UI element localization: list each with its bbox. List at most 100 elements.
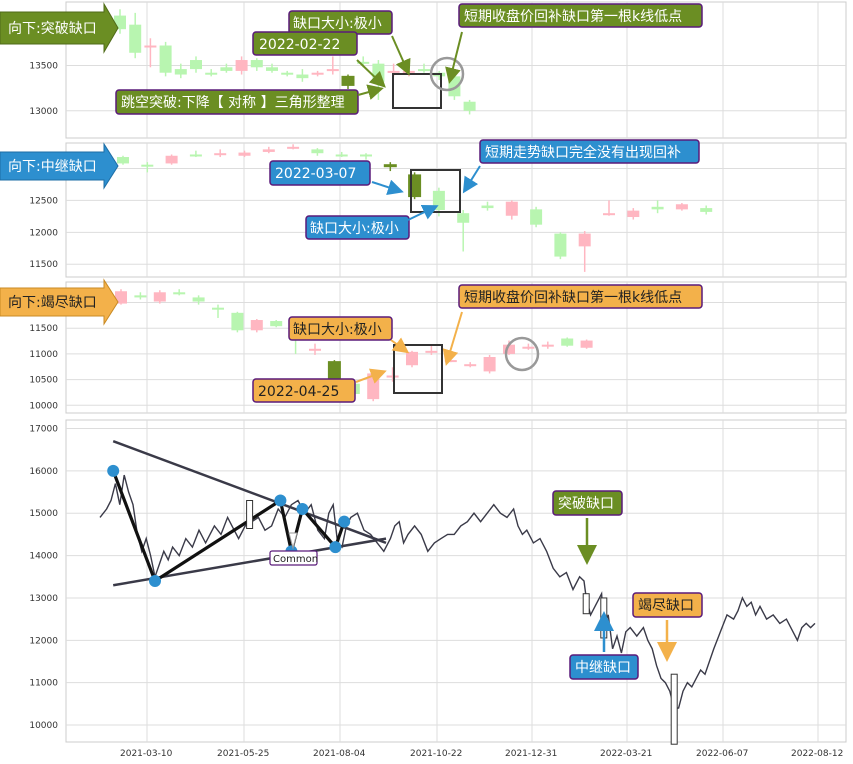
candle-body-2-24 bbox=[580, 340, 593, 348]
breakaway-pattern-box: 跳空突破:下降【 对称 】三角形整理 bbox=[115, 89, 359, 115]
candle-body-0-20 bbox=[418, 69, 430, 72]
breakaway-tag-label: 向下:突破缺口 bbox=[8, 21, 97, 37]
candle-body-1-11 bbox=[383, 164, 397, 168]
x-tick-label-1: 2021-05-25 bbox=[217, 749, 269, 759]
panel-breakaway: 13000 13500 bbox=[29, 1, 847, 139]
candle-body-1-5 bbox=[238, 152, 251, 156]
candle-body-1-2 bbox=[165, 155, 178, 164]
candle-body-1-19 bbox=[578, 233, 591, 247]
candle-body-2-19 bbox=[483, 357, 496, 372]
candle-body-0-15 bbox=[341, 75, 355, 86]
y-tick-label-ov-3: 13000 bbox=[29, 594, 58, 604]
candle-body-1-8 bbox=[311, 149, 324, 154]
overview-runaway-label: 中继缺口 bbox=[575, 660, 631, 676]
candle-body-1-10 bbox=[360, 154, 372, 157]
breakaway-gap-marker bbox=[582, 593, 590, 615]
y-tick-label-2-0: 10000 bbox=[29, 401, 58, 411]
candle-body-0-6 bbox=[205, 72, 218, 75]
candle-body-2-2 bbox=[153, 292, 166, 302]
candle-body-2-14 bbox=[386, 375, 399, 378]
overview-common-box: Common bbox=[269, 532, 318, 566]
candle-body-2-1 bbox=[134, 295, 147, 298]
candle-body-1-14 bbox=[457, 213, 470, 223]
candle-body-0-14 bbox=[326, 69, 339, 72]
candle-body-2-3 bbox=[173, 292, 186, 295]
exhaustion-gap-fill-box: 短期收盘价回补缺口第一根k线低点 bbox=[458, 284, 703, 309]
pivot-point-5 bbox=[329, 541, 342, 554]
candle-body-0-1 bbox=[129, 24, 142, 53]
gap-highlight-box-3 bbox=[393, 344, 443, 394]
runaway-date-box: 2022-03-07 bbox=[269, 160, 371, 186]
exhaustion-gap-size-label: 缺口大小:极小 bbox=[293, 322, 382, 338]
x-tick-label-2: 2021-08-04 bbox=[313, 749, 366, 759]
candle-body-1-18 bbox=[554, 233, 567, 257]
x-tick-label-3: 2021-10-22 bbox=[410, 749, 462, 759]
x-tick-label-5: 2022-03-21 bbox=[600, 749, 652, 759]
breakaway-gap-size-box: 缺口大小:极小 bbox=[288, 10, 393, 35]
y-tick-label-ov-2: 12000 bbox=[29, 636, 58, 646]
exhaustion-date-box: 2022-04-25 bbox=[252, 378, 356, 403]
y-tick-label-0-0: 13000 bbox=[29, 107, 58, 117]
candle-body-2-20 bbox=[503, 344, 515, 354]
y-tick-label-2-1: 10500 bbox=[29, 376, 58, 386]
price-line bbox=[99, 474, 816, 709]
x-tick-label-4: 2021-12-31 bbox=[505, 749, 557, 759]
candle-body-1-21 bbox=[627, 210, 640, 218]
candle-body-0-17 bbox=[372, 63, 385, 82]
candle-body-0-23 bbox=[463, 101, 476, 111]
candle-body-1-4 bbox=[214, 153, 227, 156]
breakaway-date-box: 2022-02-22 bbox=[252, 31, 358, 56]
candle-body-0-10 bbox=[266, 67, 278, 71]
overview-exhaustion-label: 竭尽缺口 bbox=[638, 598, 694, 614]
breakaway-date-label: 2022-02-22 bbox=[259, 37, 340, 53]
exhaustion-gap-fill-label: 短期收盘价回补缺口第一根k线低点 bbox=[464, 289, 682, 306]
pivot-point-1 bbox=[149, 575, 161, 587]
candle-body-1-7 bbox=[287, 146, 300, 149]
candle-body-2-22 bbox=[541, 344, 554, 347]
overview-breakaway-box: 突破缺口 bbox=[552, 490, 623, 516]
gap-fill-circle-1 bbox=[429, 56, 465, 92]
gap-highlight-box-1 bbox=[392, 73, 442, 109]
runaway-tag-label: 向下:中继缺口 bbox=[8, 159, 97, 175]
runaway-no-fill-box: 短期走势缺口完全没有出现回补 bbox=[479, 139, 700, 164]
candle-body-2-0 bbox=[115, 291, 127, 304]
gap-fill-circle-3 bbox=[504, 336, 540, 372]
candle-body-2-16 bbox=[425, 350, 438, 353]
y-tick-label-ov-7: 17000 bbox=[29, 424, 58, 434]
candle-body-1-23 bbox=[675, 204, 688, 210]
y-tick-label-0-1: 13500 bbox=[29, 61, 58, 71]
y-tick-label-2-3: 11500 bbox=[29, 324, 58, 334]
pivot-point-2 bbox=[274, 494, 287, 507]
x-tick-label-6: 2022-06-07 bbox=[696, 749, 748, 759]
panel-runaway: 11500120001250013000 bbox=[29, 142, 847, 278]
candle-body-1-15 bbox=[481, 205, 494, 209]
candle-body-2-7 bbox=[250, 320, 263, 331]
common-gap-marker bbox=[246, 500, 254, 529]
candle-body-1-17 bbox=[530, 209, 543, 225]
exhaustion-gap-size-box: 缺口大小:极小 bbox=[288, 316, 393, 341]
candle-body-1-24 bbox=[700, 208, 713, 212]
exhaustion-tag: 向下:竭尽缺口 bbox=[0, 278, 119, 326]
y-tick-label-ov-1: 11000 bbox=[29, 679, 58, 689]
runaway-gap-size-label: 缺口大小:极小 bbox=[310, 221, 399, 237]
candle-body-1-1 bbox=[141, 164, 154, 167]
candle-body-0-2 bbox=[144, 45, 157, 48]
breakaway-gap-size-label: 缺口大小:极小 bbox=[293, 16, 382, 32]
candle-body-0-13 bbox=[311, 72, 324, 75]
candle-body-2-23 bbox=[561, 338, 574, 346]
y-tick-label-1-0: 11500 bbox=[29, 260, 58, 270]
candle-body-2-10 bbox=[309, 348, 321, 351]
candle-body-1-20 bbox=[603, 213, 615, 216]
candle-body-1-16 bbox=[505, 201, 518, 216]
candle-body-2-18 bbox=[464, 364, 477, 367]
candle-body-1-9 bbox=[335, 154, 348, 157]
runaway-no-fill-label: 短期走势缺口完全没有出现回补 bbox=[485, 144, 681, 161]
candle-body-0-9 bbox=[250, 60, 263, 68]
exhaustion-gap-marker bbox=[670, 673, 678, 745]
breakaway-pattern-label: 跳空突破:下降【 对称 】三角形整理 bbox=[121, 95, 345, 111]
y-tick-label-2-2: 11000 bbox=[29, 350, 58, 360]
candle-body-2-21 bbox=[522, 346, 535, 349]
candle-body-0-19 bbox=[402, 70, 415, 73]
pivot-point-6 bbox=[338, 515, 351, 528]
